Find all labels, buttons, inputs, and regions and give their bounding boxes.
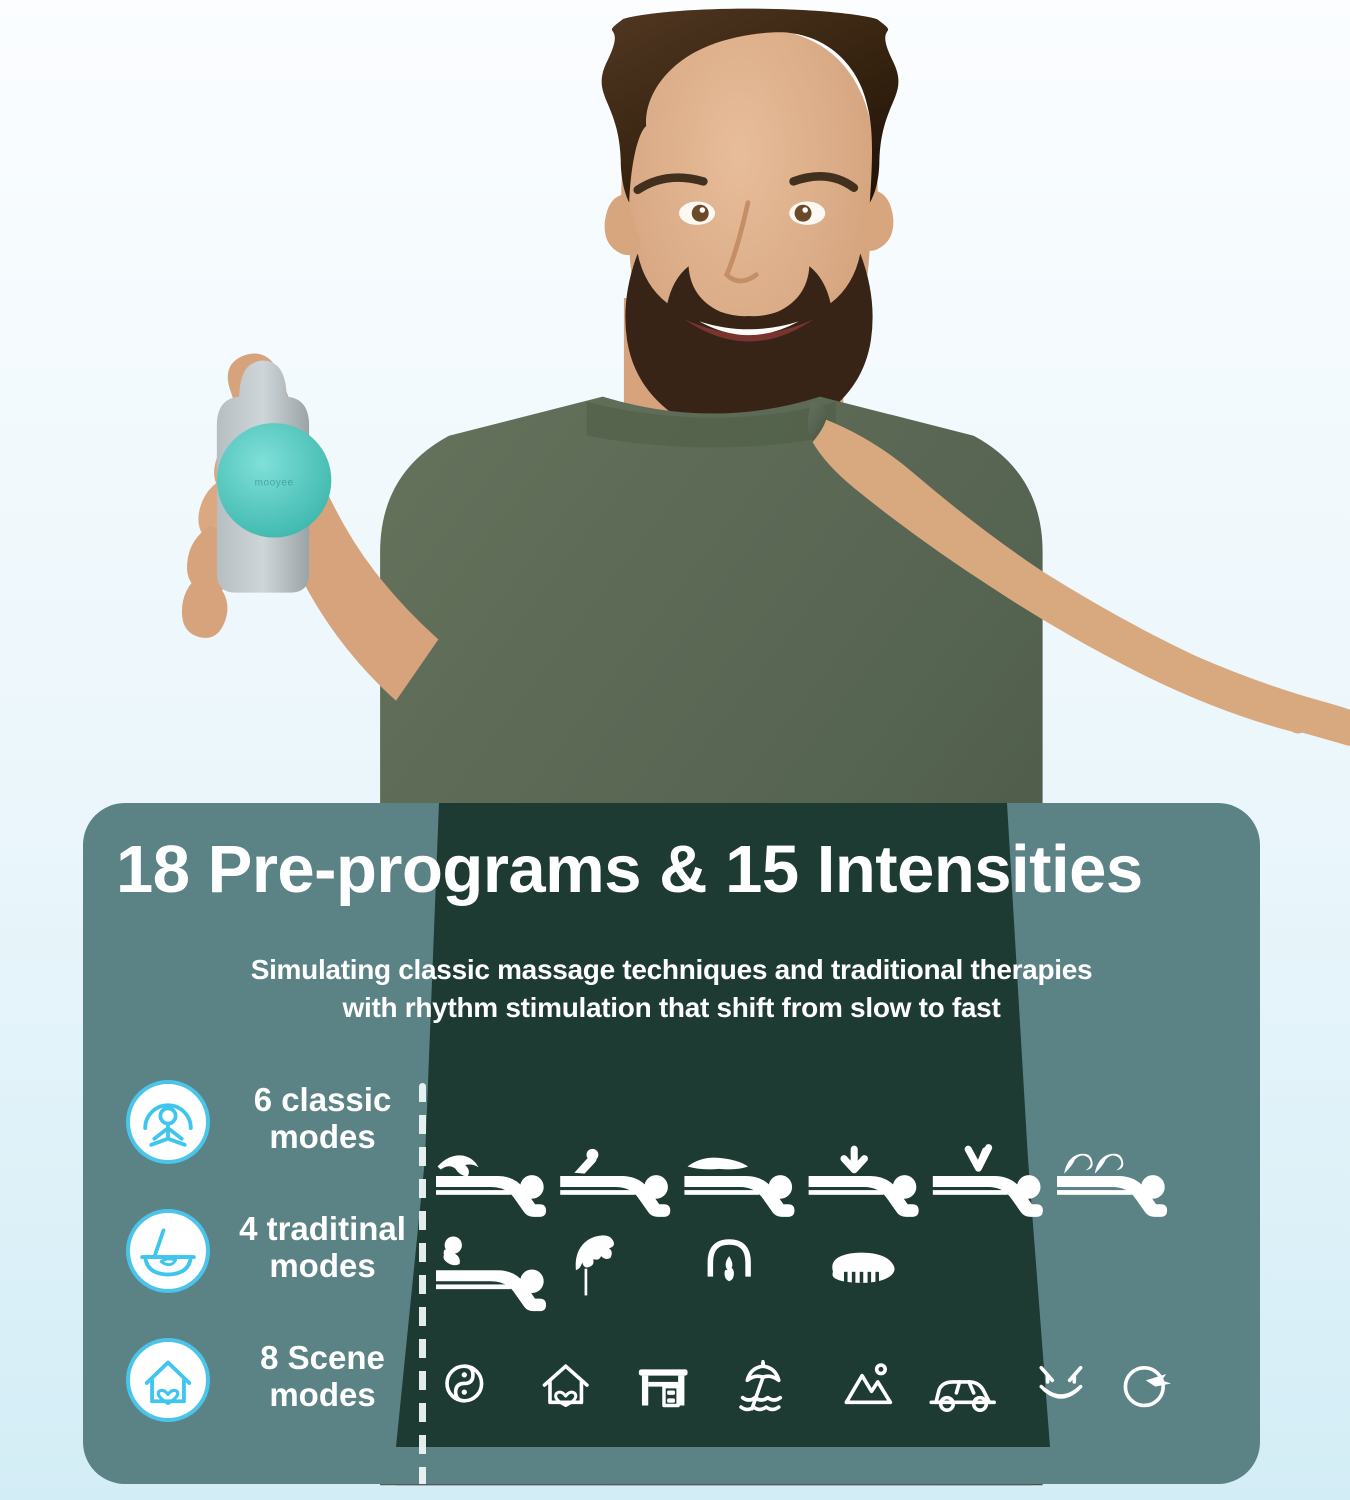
svg-text:mooyee: mooyee	[255, 478, 294, 489]
